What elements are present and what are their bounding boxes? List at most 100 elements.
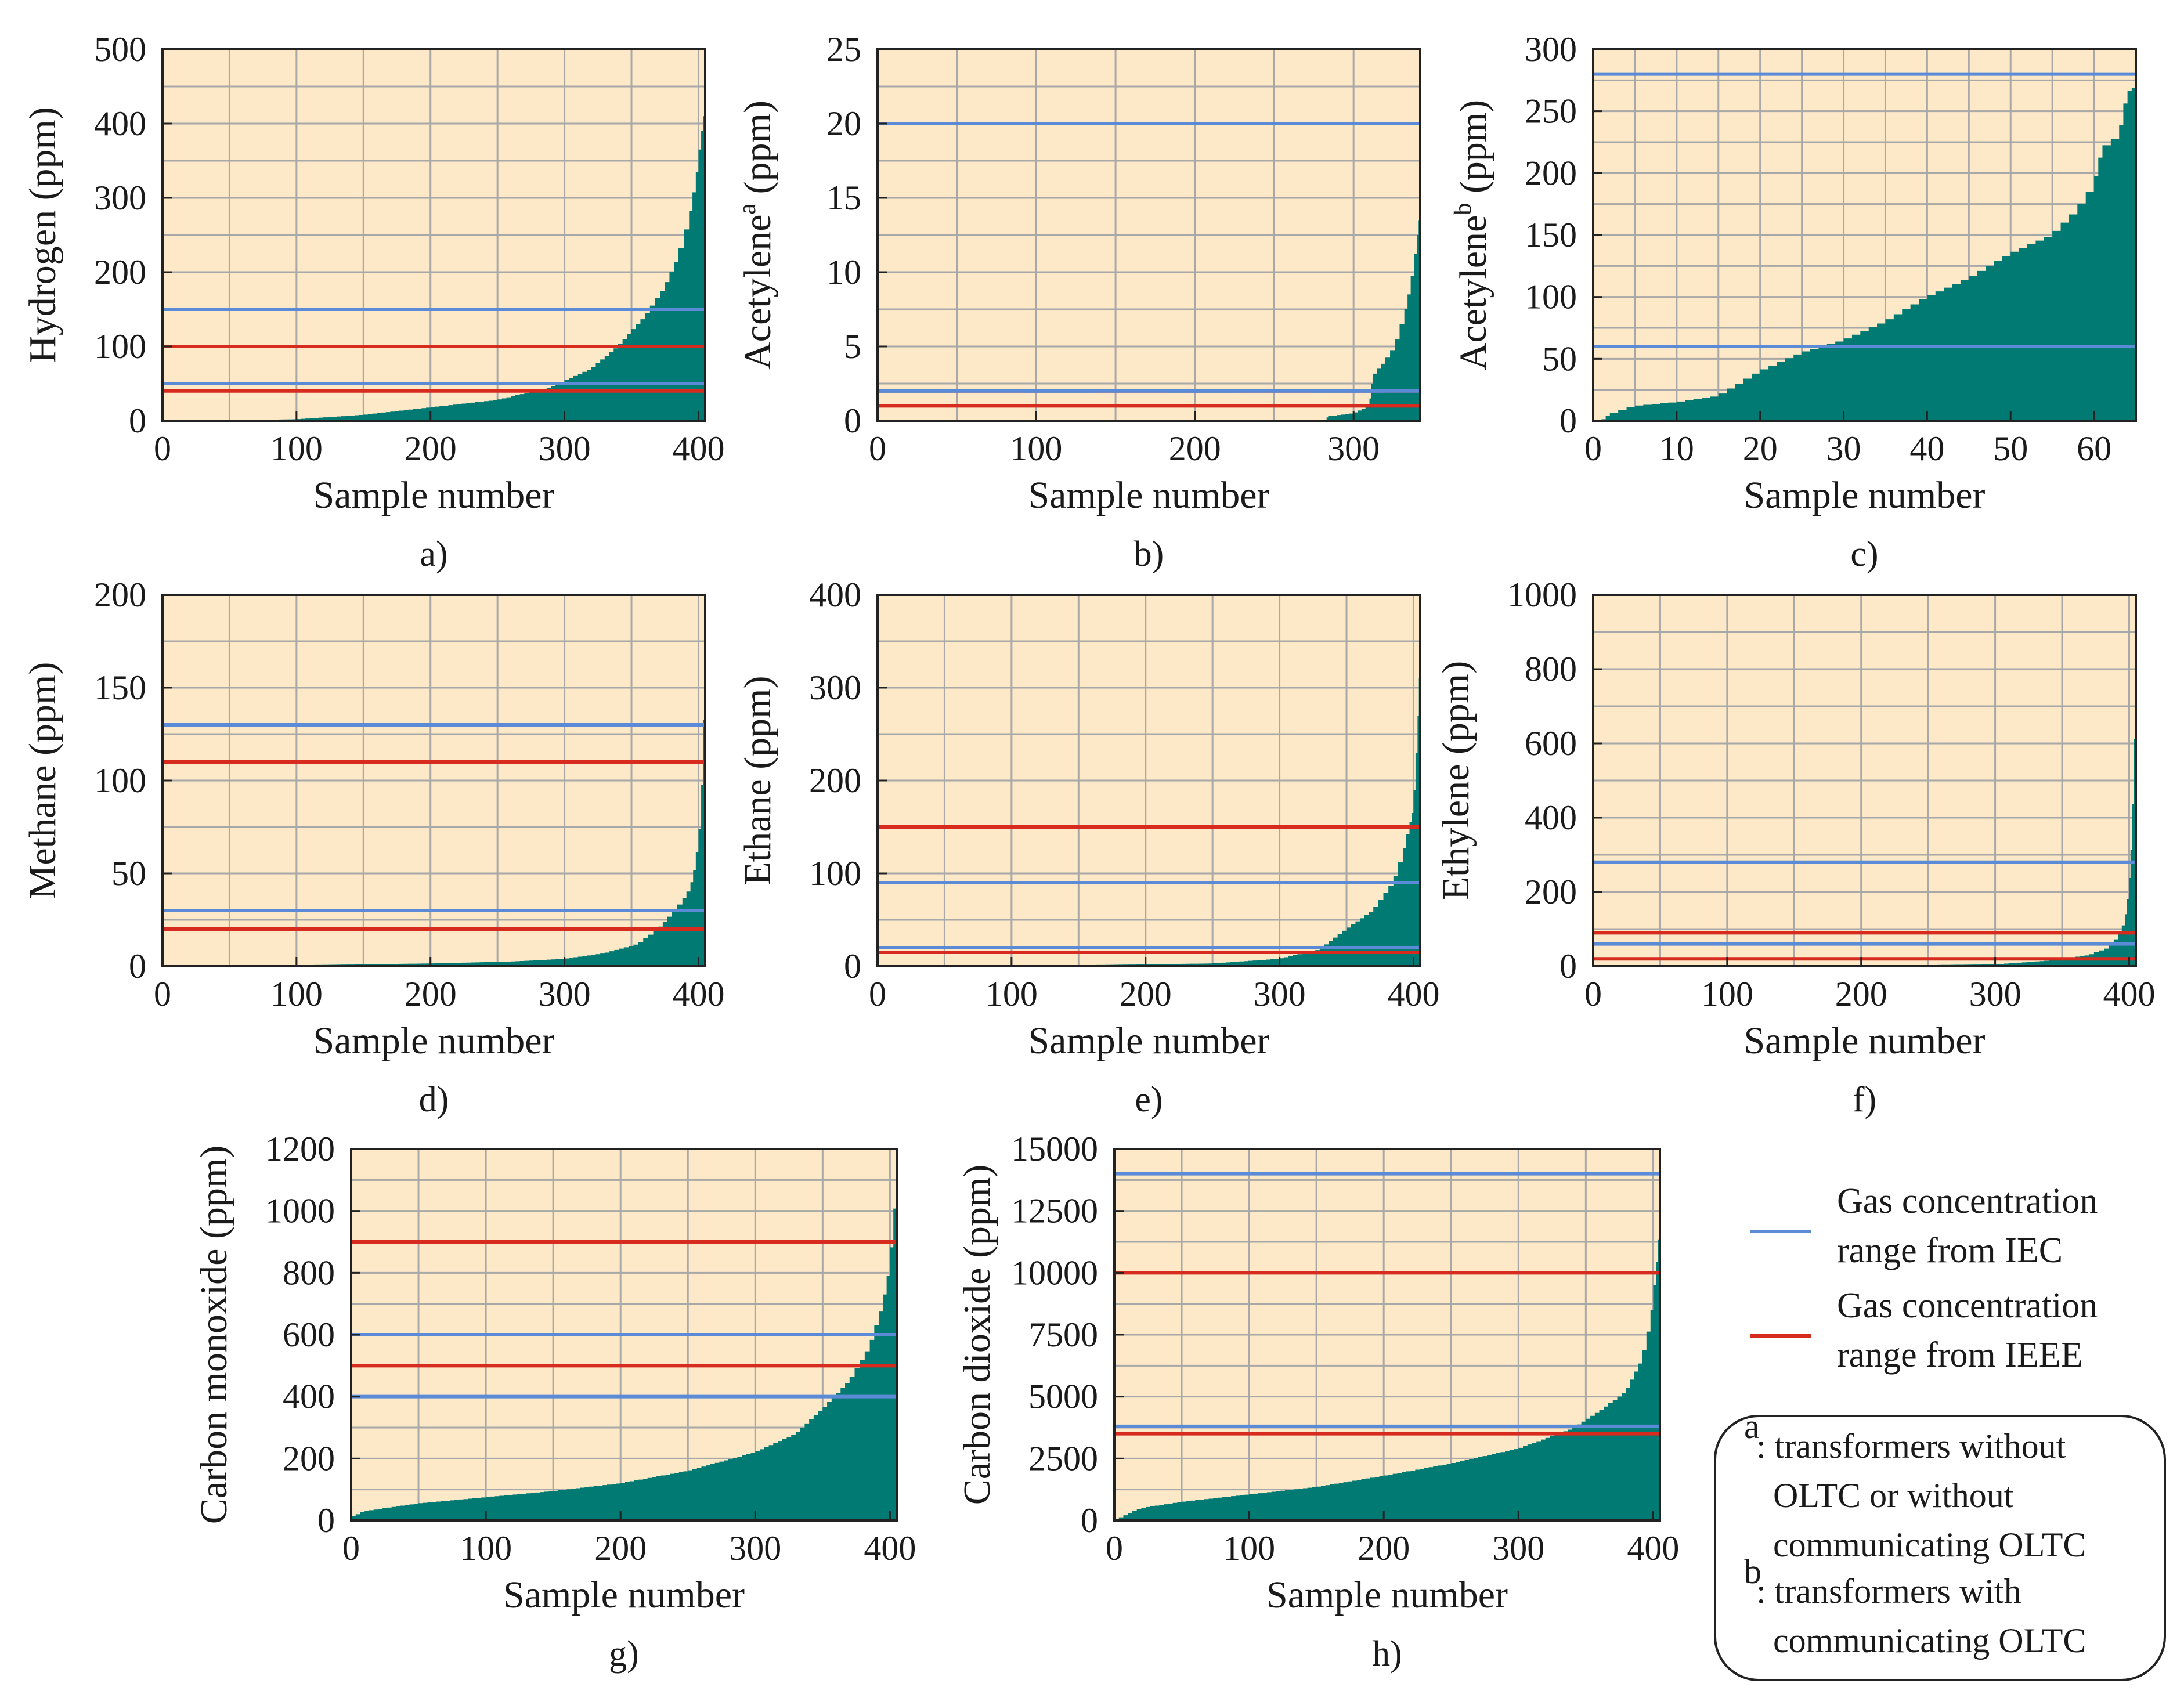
y-tick-label: 150 — [94, 669, 146, 707]
y-tick-label: 200 — [1525, 154, 1577, 192]
y-tick-label: 15 — [826, 179, 861, 217]
footnote-b-line2: communicating OLTC — [1773, 1621, 2086, 1660]
x-axis-label: Sample number — [1743, 474, 1985, 516]
y-tick-label: 600 — [283, 1316, 335, 1354]
x-tick-label: 10 — [1659, 429, 1694, 468]
x-tick-label: 200 — [405, 429, 457, 468]
y-axis-label: Carbon monoxide (ppm) — [193, 1146, 235, 1524]
y-tick-label: 200 — [809, 761, 861, 800]
y-tick-label: 10 — [826, 253, 861, 291]
y-axis-label: Ethylene (ppm) — [1435, 661, 1477, 900]
footnote-a-line1: : transformers without — [1756, 1427, 2066, 1465]
y-tick-label: 100 — [809, 854, 861, 893]
chart-panel-1: 0 100 200 300 400 0 100 200 300 400 500 Sample numb… — [21, 30, 724, 574]
y-tick-label: 100 — [1525, 278, 1577, 316]
x-tick-label: 400 — [1627, 1529, 1679, 1567]
x-tick-label: 0 — [1584, 975, 1602, 1013]
y-tick-label: 1000 — [1507, 576, 1577, 614]
data-area — [1593, 86, 2136, 421]
x-tick-label: 0 — [154, 429, 171, 468]
data-area — [163, 688, 705, 966]
y-tick-label: 5 — [844, 327, 861, 366]
footnote-b-line1: : transformers with — [1756, 1572, 2021, 1610]
chart-panel-7: 0 100 200 300 400 0 200 400 600 800 1000 1200 Sample… — [193, 1130, 916, 1674]
x-tick-label: 100 — [460, 1529, 512, 1567]
legend-ieee-line1: Gas concentration — [1837, 1286, 2098, 1325]
y-tick-label: 400 — [283, 1378, 335, 1416]
x-axis-label: Sample number — [1266, 1574, 1508, 1616]
x-tick-label: 40 — [1909, 429, 1944, 468]
x-tick-label: 60 — [2077, 429, 2111, 468]
y-tick-label: 600 — [1525, 724, 1577, 763]
x-tick-label: 400 — [864, 1529, 916, 1567]
x-tick-label: 400 — [672, 975, 724, 1013]
y-tick-label: 0 — [1560, 402, 1577, 440]
x-tick-label: 0 — [154, 975, 171, 1013]
x-tick-label: 300 — [1254, 975, 1306, 1013]
x-tick-label: 100 — [270, 429, 323, 468]
chart-panel-5: 0 100 200 300 400 0 100 200 300 400 Sample number E… — [737, 576, 1439, 1119]
footnote-b-mark: b — [1744, 1552, 1761, 1591]
y-axis-label: Acetyleneb (ppm) — [1450, 100, 1494, 370]
legend: Gas concentration range from IEC Gas con… — [1750, 1182, 2098, 1375]
plot-frame — [1592, 594, 2137, 967]
x-tick-label: 100 — [1701, 975, 1753, 1013]
y-tick-label: 300 — [94, 179, 146, 217]
legend-iec-line1: Gas concentration — [1837, 1182, 2098, 1221]
x-tick-label: 300 — [729, 1529, 781, 1567]
x-axis-label: Sample number — [503, 1574, 745, 1616]
y-tick-label: 50 — [111, 854, 146, 893]
y-tick-label: 0 — [844, 947, 861, 985]
x-axis-label: Sample number — [313, 474, 554, 516]
x-tick-label: 400 — [672, 429, 724, 468]
y-tick-label: 0 — [129, 402, 146, 440]
y-tick-label: 500 — [94, 30, 146, 68]
panel-letter: e) — [1135, 1080, 1163, 1119]
x-tick-label: 300 — [1327, 429, 1380, 468]
y-axis-label: Carbon dioxide (ppm) — [956, 1165, 998, 1505]
panel-letter: f) — [1853, 1080, 1876, 1119]
x-tick-label: 200 — [1120, 975, 1172, 1013]
chart-panel-4: 0 100 200 300 400 0 50 100 150 200 Sample number Me… — [21, 576, 724, 1119]
x-axis-label: Sample number — [1028, 474, 1269, 516]
plot-frame — [161, 48, 706, 422]
y-tick-label: 0 — [844, 402, 861, 440]
data-area — [351, 1189, 897, 1520]
chart-panel-2: 0 100 200 300 0 5 10 15 20 25 Sample number Acetyle… — [734, 30, 1421, 574]
y-tick-label: 200 — [283, 1439, 335, 1477]
chart-panel-8: 0 100 200 300 400 0 2500 5000 7500 10000 12500 1500… — [956, 1130, 1679, 1674]
data-area — [878, 660, 1420, 966]
y-tick-label: 1200 — [265, 1130, 335, 1168]
x-tick-label: 100 — [1223, 1529, 1275, 1567]
panel-letter: h) — [1372, 1634, 1402, 1674]
y-tick-label: 300 — [1525, 30, 1577, 68]
y-tick-label: 800 — [283, 1253, 335, 1292]
panel-letter: a) — [420, 534, 447, 574]
y-tick-label: 200 — [1525, 873, 1577, 911]
y-tick-label: 200 — [94, 253, 146, 291]
x-tick-label: 0 — [1584, 429, 1602, 468]
y-tick-label: 15000 — [1011, 1130, 1098, 1168]
y-tick-label: 250 — [1525, 92, 1577, 131]
legend-ieee-line2: range from IEEE — [1837, 1335, 2082, 1375]
y-tick-label: 25 — [826, 30, 861, 68]
footnote-a-line3: communicating OLTC — [1773, 1526, 2086, 1564]
y-tick-label: 10000 — [1011, 1253, 1098, 1292]
y-tick-label: 5000 — [1028, 1378, 1098, 1416]
x-tick-label: 20 — [1743, 429, 1778, 468]
x-tick-label: 200 — [594, 1529, 647, 1567]
y-tick-label: 12500 — [1011, 1192, 1098, 1230]
x-axis-label: Sample number — [313, 1020, 554, 1062]
x-tick-label: 100 — [985, 975, 1038, 1013]
y-tick-label: 400 — [94, 104, 146, 143]
x-tick-label: 200 — [405, 975, 457, 1013]
x-axis-label: Sample number — [1028, 1020, 1269, 1062]
y-axis-label: Hydrogen (ppm) — [21, 107, 64, 363]
x-tick-label: 0 — [1106, 1529, 1123, 1567]
footnote-a-mark: a — [1744, 1407, 1760, 1446]
y-tick-label: 150 — [1525, 216, 1577, 254]
x-tick-label: 200 — [1358, 1529, 1410, 1567]
x-tick-label: 300 — [1492, 1529, 1544, 1567]
